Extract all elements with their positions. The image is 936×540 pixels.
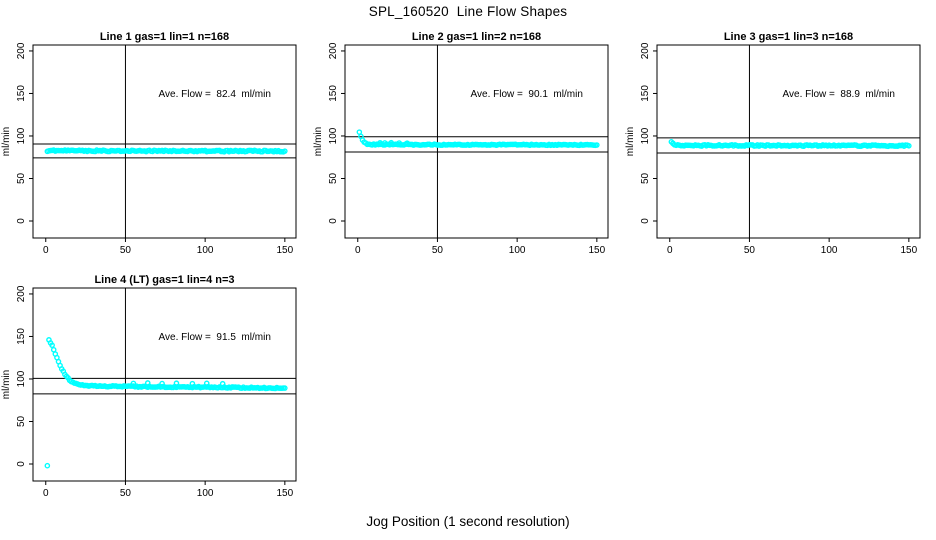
data-points (356, 129, 600, 149)
y-axis-label: ml/min (625, 127, 636, 156)
y-axis-ticks: 0 50 100 150 200 (16, 285, 33, 467)
y-tick-label: 50 (640, 172, 651, 184)
y-tick-label: 100 (328, 127, 339, 144)
y-tick-label: 150 (640, 85, 651, 102)
x-axis-ticks: 0 50 100 150 (355, 238, 606, 256)
x-axis-ticks: 0 50 100 150 (667, 238, 918, 256)
ave-flow-annotation: Ave. Flow = 91.5 ml/min (159, 332, 271, 343)
y-tick-label: 200 (16, 285, 27, 302)
y-tick-label: 150 (16, 85, 27, 102)
panel-line-3-chart: Line 3 gas=1 lin=3 n=168 0 50 100 150 0 50 100 1… (625, 31, 921, 256)
panel-line-4: Line 4 (LT) gas=1 lin=4 n=3 0 50 100 150 0 50 1… (0, 268, 312, 515)
panel-line-4-chart: Line 4 (LT) gas=1 lin=4 n=3 0 50 100 150 0 50 1… (1, 274, 297, 499)
x-tick-label: 50 (744, 245, 756, 256)
y-axis-ticks: 0 50 100 150 200 (328, 42, 345, 224)
y-tick-label: 0 (16, 218, 27, 224)
x-tick-label: 100 (197, 488, 214, 499)
x-tick-label: 150 (588, 245, 605, 256)
panel-title: Line 2 gas=1 lin=2 n=168 (412, 31, 541, 43)
y-tick-label: 100 (16, 370, 27, 387)
y-tick-label: 150 (16, 328, 27, 345)
x-tick-label: 50 (120, 245, 132, 256)
panel-line-3: Line 3 gas=1 lin=3 n=168 0 50 100 150 0 50 100 1… (624, 25, 936, 272)
x-tick-label: 0 (43, 488, 49, 499)
x-axis-ticks: 0 50 100 150 (43, 238, 294, 256)
x-tick-label: 150 (900, 245, 917, 256)
x-tick-label: 100 (509, 245, 526, 256)
x-tick-label: 0 (355, 245, 361, 256)
panel-title: Line 3 gas=1 lin=3 n=168 (724, 31, 853, 43)
y-tick-label: 50 (16, 172, 27, 184)
y-axis-label: ml/min (313, 127, 324, 156)
panel-title: Line 1 gas=1 lin=1 n=168 (100, 31, 229, 43)
x-tick-label: 50 (432, 245, 444, 256)
x-tick-label: 150 (276, 245, 293, 256)
plot-box (32, 287, 297, 482)
y-tick-label: 200 (328, 42, 339, 59)
ave-flow-annotation: Ave. Flow = 90.1 ml/min (471, 89, 583, 100)
y-axis-label: ml/min (1, 370, 12, 399)
y-tick-label: 0 (328, 218, 339, 224)
y-tick-label: 100 (16, 127, 27, 144)
y-axis-label: ml/min (1, 127, 12, 156)
y-tick-label: 50 (16, 415, 27, 427)
panel-line-1-chart: Line 1 gas=1 lin=1 n=168 0 50 100 150 0 50 100 1… (1, 31, 297, 256)
data-points (668, 139, 912, 150)
x-tick-label: 50 (120, 488, 132, 499)
panel-line-1: Line 1 gas=1 lin=1 n=168 0 50 100 150 0 50 100 1… (0, 25, 312, 272)
data-points (44, 147, 288, 155)
y-tick-label: 200 (640, 42, 651, 59)
y-axis-ticks: 0 50 100 150 200 (640, 42, 657, 224)
y-tick-label: 50 (328, 172, 339, 184)
plot-box (344, 44, 609, 239)
panel-line-2-chart: Line 2 gas=1 lin=2 n=168 0 50 100 150 0 50 100 1… (313, 31, 609, 256)
ave-flow-annotation: Ave. Flow = 88.9 ml/min (783, 89, 895, 100)
x-tick-label: 100 (821, 245, 838, 256)
x-tick-label: 0 (43, 245, 49, 256)
y-tick-label: 0 (640, 218, 651, 224)
x-axis-ticks: 0 50 100 150 (43, 481, 294, 499)
x-tick-label: 100 (197, 245, 214, 256)
plot-box (656, 44, 921, 239)
x-axis-label: Jog Position (1 second resolution) (366, 514, 570, 529)
y-tick-label: 150 (328, 85, 339, 102)
panel-line-2: Line 2 gas=1 lin=2 n=168 0 50 100 150 0 50 100 1… (312, 25, 624, 272)
x-tick-label: 0 (667, 245, 673, 256)
y-axis-ticks: 0 50 100 150 200 (16, 42, 33, 224)
panel-title: Line 4 (LT) gas=1 lin=4 n=3 (94, 274, 234, 286)
data-points (44, 337, 288, 469)
plot-box (32, 44, 297, 239)
y-tick-label: 100 (640, 127, 651, 144)
ave-flow-annotation: Ave. Flow = 82.4 ml/min (159, 89, 271, 100)
x-tick-label: 150 (276, 488, 293, 499)
y-tick-label: 0 (16, 461, 27, 467)
figure-title: SPL_160520 Line Flow Shapes (368, 4, 568, 19)
y-tick-label: 200 (16, 42, 27, 59)
